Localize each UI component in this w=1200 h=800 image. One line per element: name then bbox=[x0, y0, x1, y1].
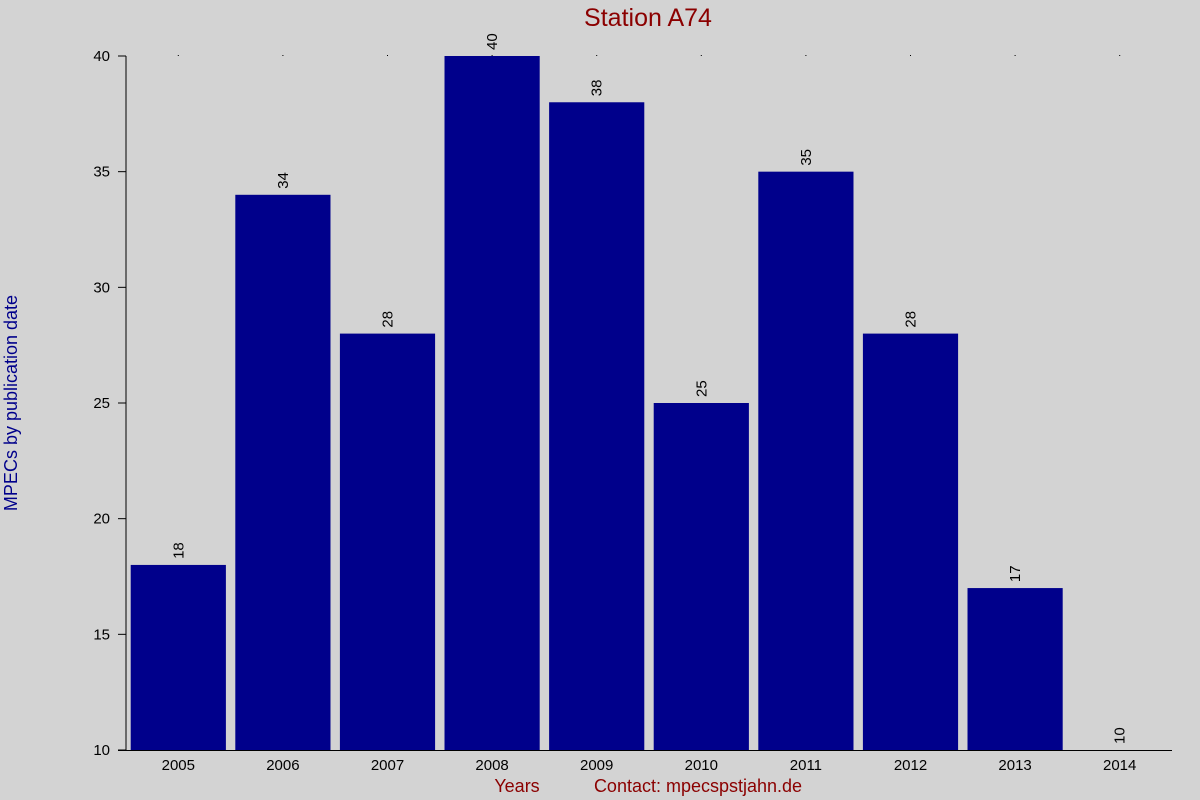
top-tick-2005 bbox=[177, 55, 179, 56]
bar-2009 bbox=[549, 102, 645, 751]
data-label-2010: 25 bbox=[693, 380, 710, 397]
data-label-2014: 10 bbox=[1112, 727, 1129, 744]
y-tick-label-40: 40 bbox=[93, 48, 110, 65]
x-tick-label-2005: 2005 bbox=[162, 757, 195, 774]
x-tick-label-2014: 2014 bbox=[1103, 757, 1136, 774]
x-tick-label-2008: 2008 bbox=[475, 757, 508, 774]
y-tick-label-20: 20 bbox=[93, 511, 110, 528]
top-tick-2012 bbox=[910, 55, 911, 56]
y-tick-label-30: 30 bbox=[93, 279, 110, 296]
x-tick-label-2011: 2011 bbox=[790, 757, 822, 774]
data-label-2013: 17 bbox=[1007, 565, 1024, 582]
bar-2010 bbox=[653, 403, 749, 750]
x-tick-label-2006: 2006 bbox=[266, 757, 299, 774]
top-tick-2013 bbox=[1014, 55, 1016, 56]
bar-2005 bbox=[130, 564, 226, 750]
bar-2007 bbox=[339, 333, 436, 750]
x-tick-label-2010: 2010 bbox=[685, 757, 718, 774]
top-tick-2014 bbox=[1119, 55, 1121, 56]
bar-2012 bbox=[862, 333, 959, 750]
chart-title: Station A74 bbox=[584, 4, 712, 32]
y-tick-label-25: 25 bbox=[93, 395, 110, 412]
x-tick-label-2009: 2009 bbox=[580, 757, 613, 774]
y-tick-label-10: 10 bbox=[93, 742, 110, 759]
x-tick-label-2013: 2013 bbox=[998, 757, 1031, 774]
data-label-2008: 40 bbox=[484, 33, 501, 50]
data-label-2012: 28 bbox=[903, 311, 920, 328]
top-tick-2010 bbox=[700, 55, 702, 56]
bar-2013 bbox=[967, 588, 1063, 750]
top-tick-2008 bbox=[491, 55, 493, 56]
top-tick-2011 bbox=[805, 55, 807, 56]
data-label-2011: 35 bbox=[798, 149, 815, 166]
bar-2011 bbox=[758, 171, 854, 750]
bar-2006 bbox=[235, 194, 331, 751]
y-tick-label-35: 35 bbox=[93, 164, 110, 181]
y-axis-label: MPECs by publication date bbox=[1, 295, 21, 511]
data-label-2006: 34 bbox=[275, 172, 292, 189]
x-axis-label: Years bbox=[494, 776, 539, 796]
x-tick-label-2012: 2012 bbox=[894, 757, 927, 774]
plot-area: 1820053420062820074020083820092520103520… bbox=[93, 33, 1172, 774]
top-tick-2006 bbox=[282, 55, 284, 56]
data-label-2005: 18 bbox=[170, 542, 187, 559]
data-label-2007: 28 bbox=[380, 311, 397, 328]
top-tick-2007 bbox=[387, 55, 388, 56]
data-label-2009: 38 bbox=[589, 80, 606, 97]
top-tick-2009 bbox=[596, 55, 598, 56]
y-tick-label-15: 15 bbox=[93, 626, 110, 643]
footer-contact: Contact: mpecspstjahn.de bbox=[594, 776, 802, 796]
bar-2008 bbox=[444, 56, 540, 750]
x-tick-label-2007: 2007 bbox=[371, 757, 404, 774]
